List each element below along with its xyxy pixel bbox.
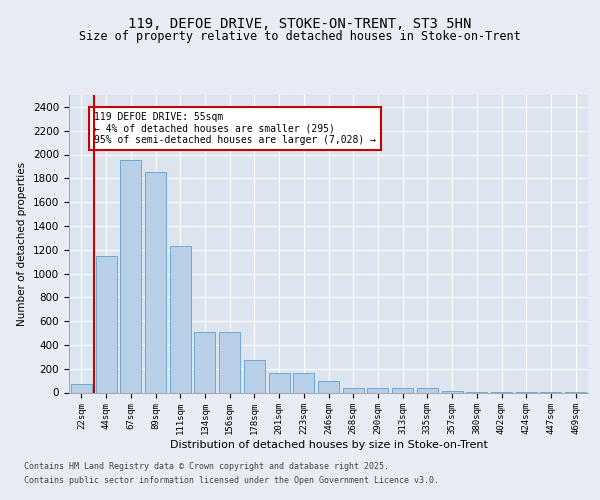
Bar: [145, 172, 166, 392]
Bar: [343, 388, 364, 392]
Bar: [95, 256, 116, 392]
Y-axis label: Number of detached properties: Number of detached properties: [17, 162, 28, 326]
X-axis label: Distribution of detached houses by size in Stoke-on-Trent: Distribution of detached houses by size …: [170, 440, 487, 450]
Text: Contains HM Land Registry data © Crown copyright and database right 2025.: Contains HM Land Registry data © Crown c…: [24, 462, 389, 471]
Bar: [293, 373, 314, 392]
Bar: [170, 246, 191, 392]
Bar: [71, 384, 92, 392]
Text: Contains public sector information licensed under the Open Government Licence v3: Contains public sector information licen…: [24, 476, 439, 485]
Bar: [392, 388, 413, 392]
Text: Size of property relative to detached houses in Stoke-on-Trent: Size of property relative to detached ho…: [79, 30, 521, 43]
Text: 119, DEFOE DRIVE, STOKE-ON-TRENT, ST3 5HN: 119, DEFOE DRIVE, STOKE-ON-TRENT, ST3 5H…: [128, 18, 472, 32]
Bar: [367, 388, 388, 392]
Bar: [244, 360, 265, 392]
Text: 119 DEFOE DRIVE: 55sqm
← 4% of detached houses are smaller (295)
95% of semi-det: 119 DEFOE DRIVE: 55sqm ← 4% of detached …: [94, 112, 376, 145]
Bar: [269, 373, 290, 392]
Bar: [120, 160, 141, 392]
Bar: [194, 332, 215, 392]
Bar: [219, 332, 240, 392]
Bar: [417, 388, 438, 392]
Bar: [318, 381, 339, 392]
